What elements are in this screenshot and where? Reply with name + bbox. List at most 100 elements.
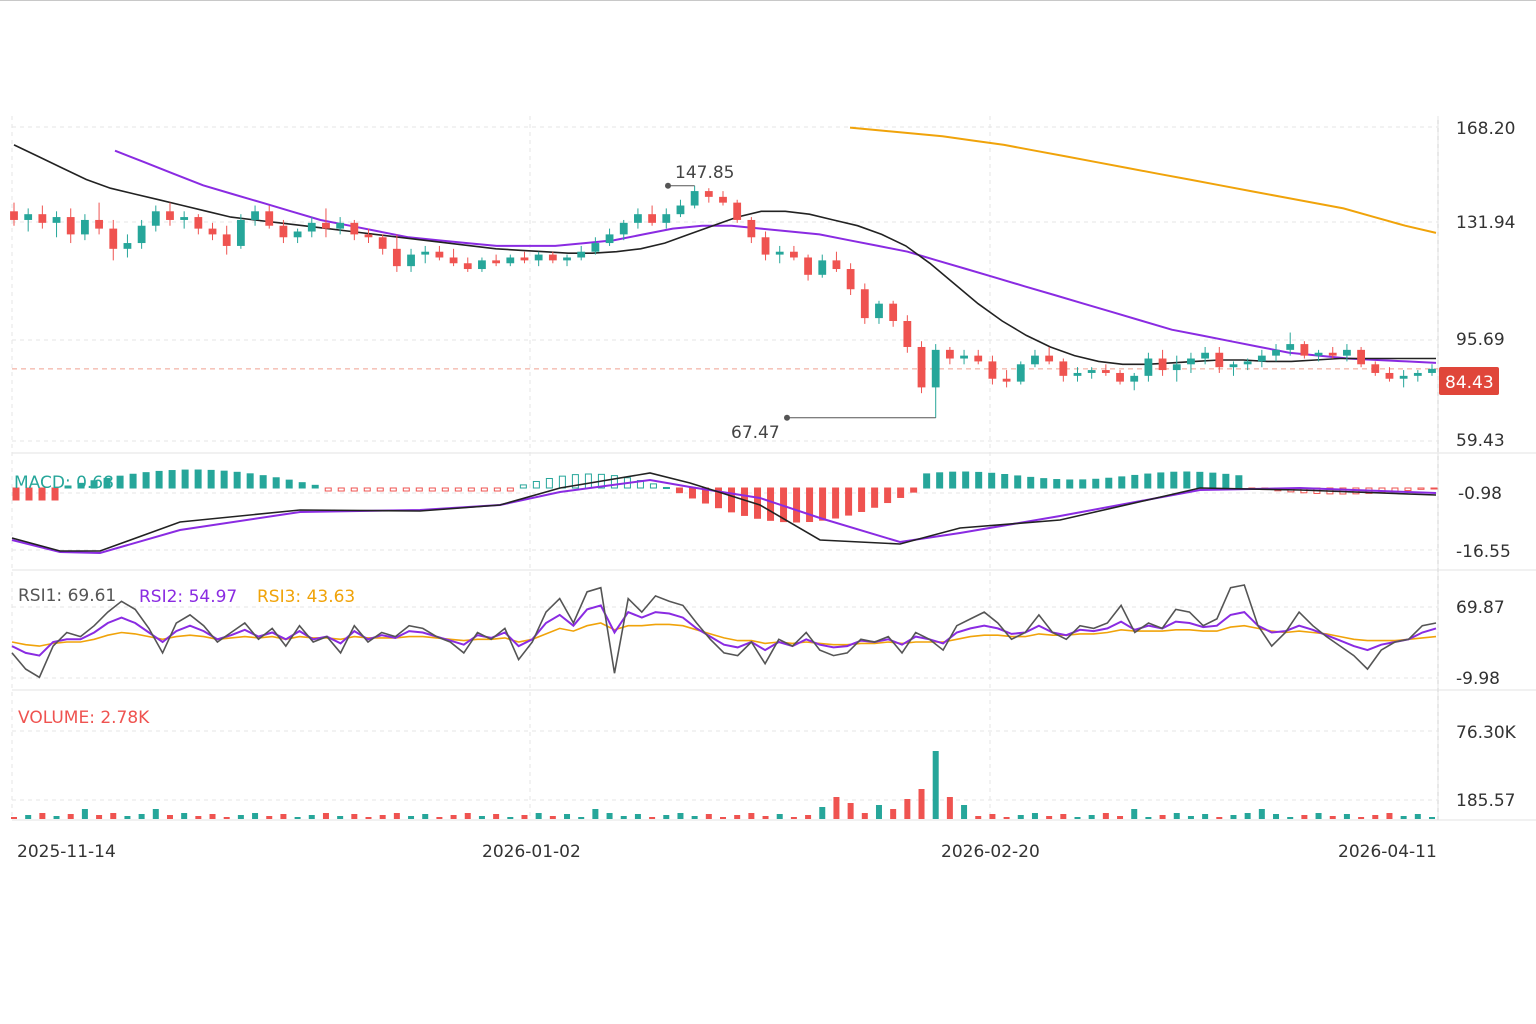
- candle-body: [322, 222, 330, 229]
- volume-bar: [96, 815, 103, 819]
- volume-bar: [1117, 816, 1124, 819]
- macd-histogram-bar: [493, 487, 501, 492]
- volume-bar: [138, 814, 145, 819]
- candle-body: [180, 217, 189, 220]
- volume-bar: [450, 815, 457, 819]
- macd-histogram-bar: [949, 471, 957, 489]
- volume-bar: [294, 817, 301, 819]
- macd-histogram-bar: [285, 479, 293, 489]
- volume-bar: [195, 816, 202, 819]
- macd-histogram-bar: [1014, 475, 1022, 489]
- volume-bar: [464, 813, 471, 819]
- candle-body: [1130, 375, 1139, 382]
- rsi2-label: RSI2: 54.97: [139, 587, 237, 607]
- volume-bar: [322, 813, 329, 819]
- macd-histogram-bar: [610, 475, 618, 489]
- macd-histogram-bar: [793, 487, 801, 523]
- macd-histogram-bar: [142, 472, 150, 489]
- volume-bar: [53, 816, 60, 819]
- rsi-panel[interactable]: [11, 584, 1437, 679]
- volume-bar: [1159, 815, 1166, 819]
- volume-bar: [266, 816, 273, 819]
- grid: [11, 116, 1536, 821]
- macd-histogram-bar: [233, 471, 241, 489]
- macd-tick-2: -16.55: [1456, 542, 1511, 562]
- macd-histogram-bar: [350, 487, 358, 492]
- volume-bar: [237, 815, 244, 819]
- macd-histogram-bar: [324, 487, 332, 492]
- volume-bar: [478, 816, 485, 819]
- volume-label: VOLUME: 2.78K: [18, 708, 150, 728]
- candle-body: [1172, 364, 1181, 371]
- macd-histogram-bar: [441, 487, 449, 492]
- candle-body: [293, 231, 302, 238]
- macd-histogram-bar: [155, 470, 163, 489]
- ma-orange-line: [849, 126, 1437, 234]
- macd-histogram-bar: [402, 487, 410, 492]
- candle-body: [151, 211, 160, 226]
- macd-histogram-bar: [962, 471, 970, 489]
- volume-bar: [606, 813, 613, 819]
- macd-histogram-bar: [1170, 471, 1178, 489]
- volume-bar: [166, 815, 173, 819]
- macd-histogram-bar: [168, 470, 176, 489]
- candle-body: [222, 234, 231, 246]
- candle-body: [378, 237, 387, 249]
- price-panel[interactable]: [10, 126, 1438, 421]
- candle-body: [1016, 364, 1025, 382]
- macd-histogram-bar: [806, 487, 814, 523]
- macd-histogram-bar: [272, 477, 280, 489]
- volume-bar: [39, 813, 46, 819]
- macd-histogram-bar: [415, 487, 423, 492]
- volume-bar: [393, 813, 400, 819]
- candle-body: [109, 228, 118, 249]
- ma-purple-line: [114, 149, 1437, 364]
- macd-signal-line: [11, 478, 1437, 555]
- candle-body: [251, 211, 259, 220]
- rsi-tick-1: 69.87: [1456, 598, 1505, 618]
- candle-body: [676, 205, 685, 215]
- macd-histogram-bar: [545, 477, 553, 489]
- macd-histogram-bar: [454, 487, 462, 492]
- candle-body: [1328, 352, 1337, 356]
- price-tick-2: 131.94: [1456, 213, 1515, 233]
- macd-panel[interactable]: [11, 469, 1438, 555]
- volume-bar: [861, 813, 868, 819]
- candle-body: [931, 349, 940, 388]
- volume-bar: [1216, 817, 1223, 819]
- x-tick-3: 2026-02-20: [941, 842, 1040, 862]
- macd-tick-1: -0.98: [1458, 484, 1502, 504]
- candle-body: [236, 219, 245, 246]
- macd-histogram-bar: [246, 473, 254, 489]
- candle-body: [478, 260, 486, 270]
- candle-body: [1215, 352, 1224, 368]
- candle-body: [1257, 355, 1266, 362]
- volume-bar: [833, 797, 840, 819]
- rsi1-label: RSI1: 69.61: [18, 586, 116, 606]
- candle-body: [534, 254, 543, 261]
- macd-histogram-bar: [1092, 478, 1100, 489]
- volume-panel[interactable]: [11, 751, 1435, 819]
- candle-body: [875, 303, 883, 319]
- volume-bar: [649, 817, 656, 819]
- volume-bar: [1031, 813, 1038, 819]
- candle-body: [10, 211, 18, 220]
- volume-bar: [805, 815, 812, 819]
- candle-body: [265, 211, 274, 226]
- volume-bar: [1003, 817, 1010, 819]
- macd-histogram-bar: [975, 471, 983, 489]
- macd-histogram-bar: [376, 487, 384, 492]
- candle-body: [548, 254, 557, 261]
- candle-body: [846, 269, 855, 290]
- volume-bar: [1102, 813, 1109, 819]
- macd-histogram-bar: [1001, 473, 1009, 489]
- macd-histogram-bar: [51, 487, 59, 501]
- volume-bar: [989, 814, 996, 819]
- macd-histogram-bar: [103, 477, 111, 489]
- macd-histogram-bar: [858, 487, 866, 512]
- candle-body: [1343, 349, 1351, 356]
- macd-histogram-bar: [259, 475, 267, 489]
- macd-histogram-bar: [714, 487, 722, 509]
- volume-bar: [351, 814, 358, 819]
